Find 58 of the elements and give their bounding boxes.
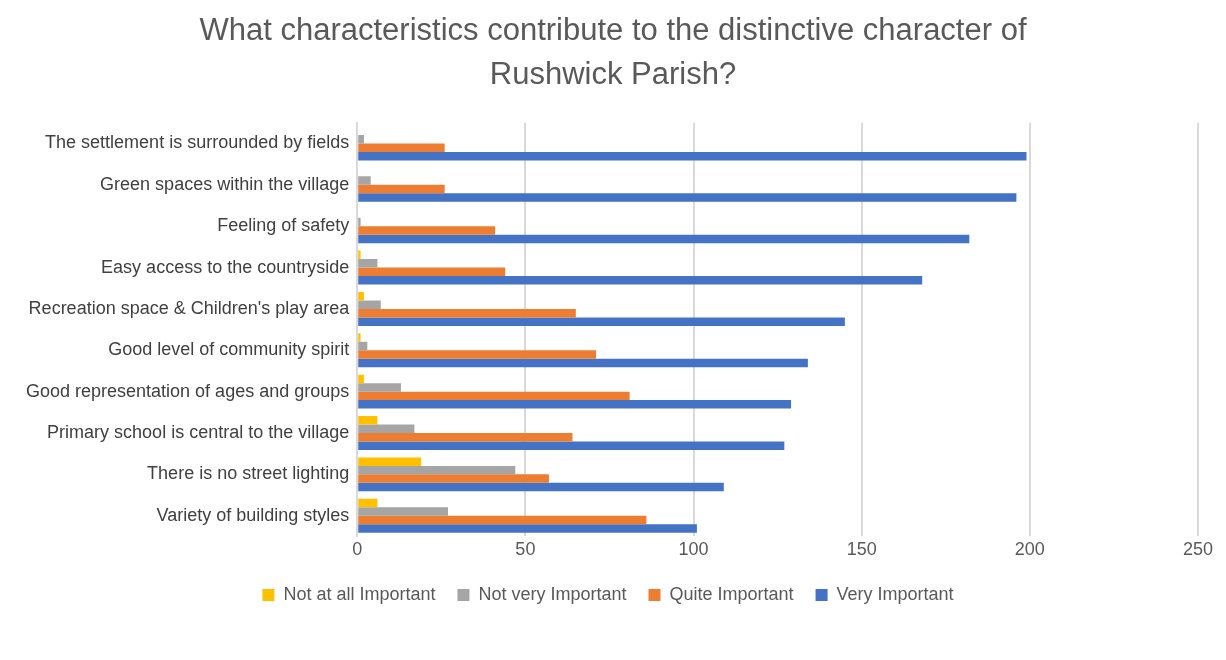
bar xyxy=(358,176,371,185)
chart-title: What characteristics contribute to the distinctive character of Rushwick Parish? xyxy=(198,11,1028,93)
y-tick-label: Feeling of safety xyxy=(217,215,350,236)
x-tick-label: 100 xyxy=(678,539,709,560)
legend-label: Very Important xyxy=(836,583,954,604)
y-tick-label: Recreation space & Children's play area xyxy=(28,297,351,318)
bar xyxy=(358,391,630,401)
bar xyxy=(358,433,573,442)
bar xyxy=(358,291,364,301)
bar xyxy=(358,267,506,277)
bar xyxy=(358,474,549,483)
x-tick-label: 50 xyxy=(515,539,536,560)
bar xyxy=(358,135,364,144)
bar xyxy=(358,217,361,227)
bar xyxy=(358,341,368,351)
x-tick-label: 250 xyxy=(1182,539,1214,560)
y-tick-label: Variety of building styles xyxy=(156,504,350,525)
bar xyxy=(358,441,785,450)
y-tick-label: Primary school is central to the village xyxy=(47,421,350,442)
bar xyxy=(358,308,576,318)
legend-label: Not very Important xyxy=(478,583,627,604)
x-tick-label: 0 xyxy=(352,539,363,560)
bar xyxy=(358,515,647,525)
bar xyxy=(358,400,792,409)
bar xyxy=(358,457,422,466)
bar xyxy=(358,374,364,384)
bar xyxy=(358,234,970,244)
bar xyxy=(358,184,445,194)
bar xyxy=(358,350,597,359)
bar xyxy=(358,193,1017,202)
bar xyxy=(358,358,808,368)
y-tick-label: Easy access to the countryside xyxy=(101,256,350,277)
y-tick-label: Green spaces within the village xyxy=(100,173,350,194)
bar xyxy=(358,465,516,475)
bar xyxy=(358,151,1027,161)
bar xyxy=(358,482,724,492)
x-tick-label: 200 xyxy=(1014,539,1045,560)
bar xyxy=(358,259,378,268)
bar xyxy=(358,226,496,235)
bar xyxy=(358,300,381,309)
bar xyxy=(358,250,361,260)
bar xyxy=(358,424,415,433)
y-tick-label: There is no street lighting xyxy=(147,463,350,484)
bar xyxy=(358,333,361,342)
bar xyxy=(358,524,697,533)
y-tick-label: Good representation of ages and groups xyxy=(25,380,350,401)
bar xyxy=(358,507,449,516)
x-tick-label: 150 xyxy=(846,539,877,560)
bar xyxy=(358,143,445,152)
bar xyxy=(358,416,378,425)
legend-label: Not at all Important xyxy=(283,583,436,604)
bar xyxy=(358,317,845,326)
y-tick-label: Good level of community spirit xyxy=(108,339,350,360)
bar xyxy=(358,498,378,508)
y-tick-label: The settlement is surrounded by fields xyxy=(45,132,350,153)
bar xyxy=(358,276,923,285)
bar xyxy=(358,383,401,392)
legend-label: Quite Important xyxy=(669,583,794,604)
